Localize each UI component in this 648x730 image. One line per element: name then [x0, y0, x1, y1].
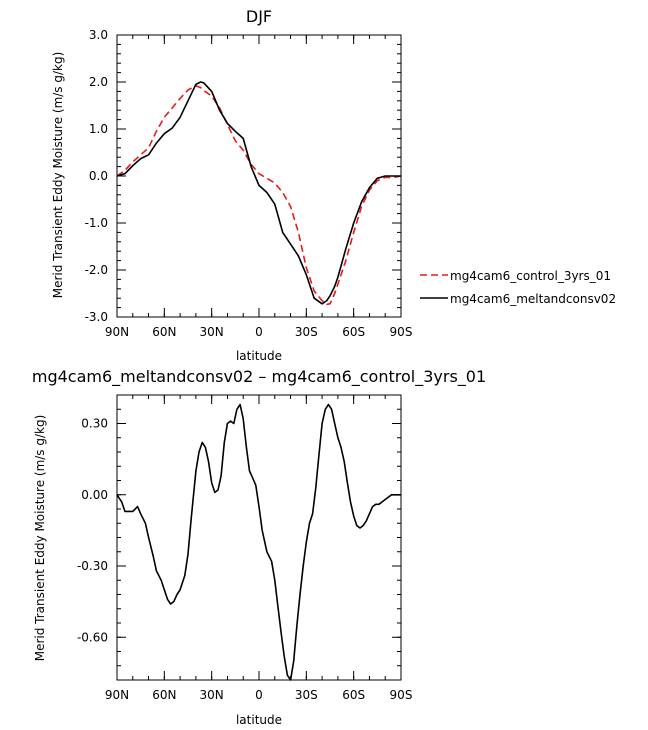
bottom-y-axis-label: Merid Transient Eddy Moisture (m/s g/kg): [33, 415, 47, 662]
bottom-panel: mg4cam6_meltandconsv02 – mg4cam6_control…: [32, 367, 486, 727]
x-tick-label: 30S: [295, 688, 318, 702]
x-tick-label: 60N: [152, 688, 176, 702]
bottom-plot-frame: [116, 394, 402, 681]
legend-label-control: mg4cam6_control_3yrs_01: [450, 269, 611, 283]
top-plot-frame: [116, 34, 402, 318]
difference-line: [116, 403, 401, 681]
top-y-axis-label: Merid Transient Eddy Moisture (m/s g/kg): [51, 52, 65, 299]
y-tick-label: 0.00: [81, 488, 108, 502]
x-tick-label: 90N: [105, 325, 129, 339]
series-line-control: [116, 85, 402, 306]
legend: mg4cam6_control_3yrs_01 mg4cam6_meltandc…: [420, 269, 616, 306]
x-tick-label: 0: [255, 325, 263, 339]
top-x-axis-label: latitude: [236, 349, 282, 363]
y-tick-label: -2.0: [85, 263, 108, 277]
x-tick-label: 0: [255, 688, 263, 702]
x-tick-label: 90S: [390, 325, 413, 339]
top-chart-title: DJF: [246, 7, 272, 26]
x-tick-label: 30N: [200, 688, 224, 702]
x-tick-label: 30S: [295, 325, 318, 339]
top-panel: DJF Merid Transient Eddy Moisture (m/s g…: [51, 7, 616, 363]
x-tick-label: 90S: [390, 688, 413, 702]
y-tick-label: 2.0: [89, 75, 108, 89]
y-tick-label: 3.0: [89, 28, 108, 42]
x-tick-label: 90N: [105, 688, 129, 702]
x-tick-label: 60S: [342, 325, 365, 339]
x-tick-label: 60S: [342, 688, 365, 702]
y-tick-label: -1.0: [85, 216, 108, 230]
bottom-x-axis-label: latitude: [236, 713, 282, 727]
y-tick-label: 0.0: [89, 169, 108, 183]
x-tick-label: 60N: [152, 325, 176, 339]
y-tick-label: 0.30: [81, 417, 108, 431]
legend-label-meltandconsv: mg4cam6_meltandconsv02: [450, 292, 616, 306]
x-tick-label: 30N: [200, 325, 224, 339]
series-line-meltandconsv: [116, 81, 401, 305]
y-tick-label: 1.0: [89, 122, 108, 136]
y-tick-label: -0.30: [77, 559, 108, 573]
y-tick-label: -3.0: [85, 310, 108, 324]
y-tick-label: -0.60: [77, 630, 108, 644]
bottom-chart-title: mg4cam6_meltandconsv02 – mg4cam6_control…: [32, 367, 486, 387]
